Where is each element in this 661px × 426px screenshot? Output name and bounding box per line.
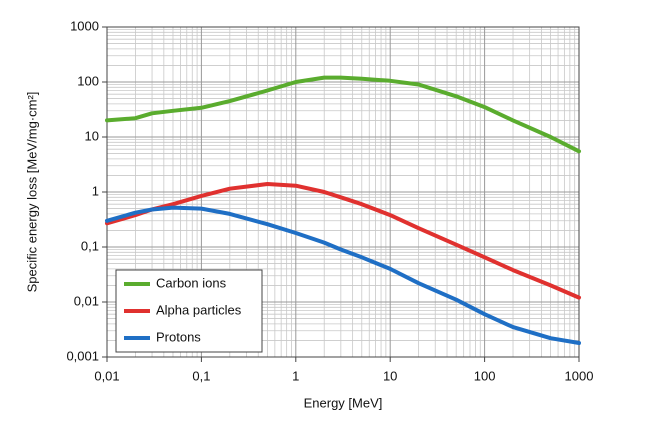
series-line xyxy=(105,75,581,154)
x-tick-label: 100 xyxy=(474,368,496,383)
y-tick-label: 1 xyxy=(92,183,99,198)
y-tick-label: 100 xyxy=(77,73,99,88)
y-tick-label: 1000 xyxy=(70,18,99,33)
legend-label: Alpha particles xyxy=(156,302,242,317)
legend-label: Protons xyxy=(156,329,201,344)
x-axis-label: Energy [MeV] xyxy=(304,395,383,410)
x-tick-label: 0,1 xyxy=(192,368,210,383)
x-tick-label: 10 xyxy=(383,368,397,383)
series-line xyxy=(105,182,581,300)
y-tick-label: 0,1 xyxy=(81,238,99,253)
plot-frame xyxy=(106,26,580,358)
x-tick-label: 1000 xyxy=(565,368,594,383)
x-tick-label: 0,01 xyxy=(94,368,119,383)
y-tick-label: 0,001 xyxy=(66,348,99,363)
y-axis-label: Specific energy loss [MeV/mg·cm²] xyxy=(24,92,39,293)
y-tick-label: 0,01 xyxy=(74,293,99,308)
x-tick-label: 1 xyxy=(292,368,299,383)
y-tick-label: 10 xyxy=(85,128,99,143)
legend-label: Carbon ions xyxy=(156,275,227,290)
series-line xyxy=(105,205,581,345)
